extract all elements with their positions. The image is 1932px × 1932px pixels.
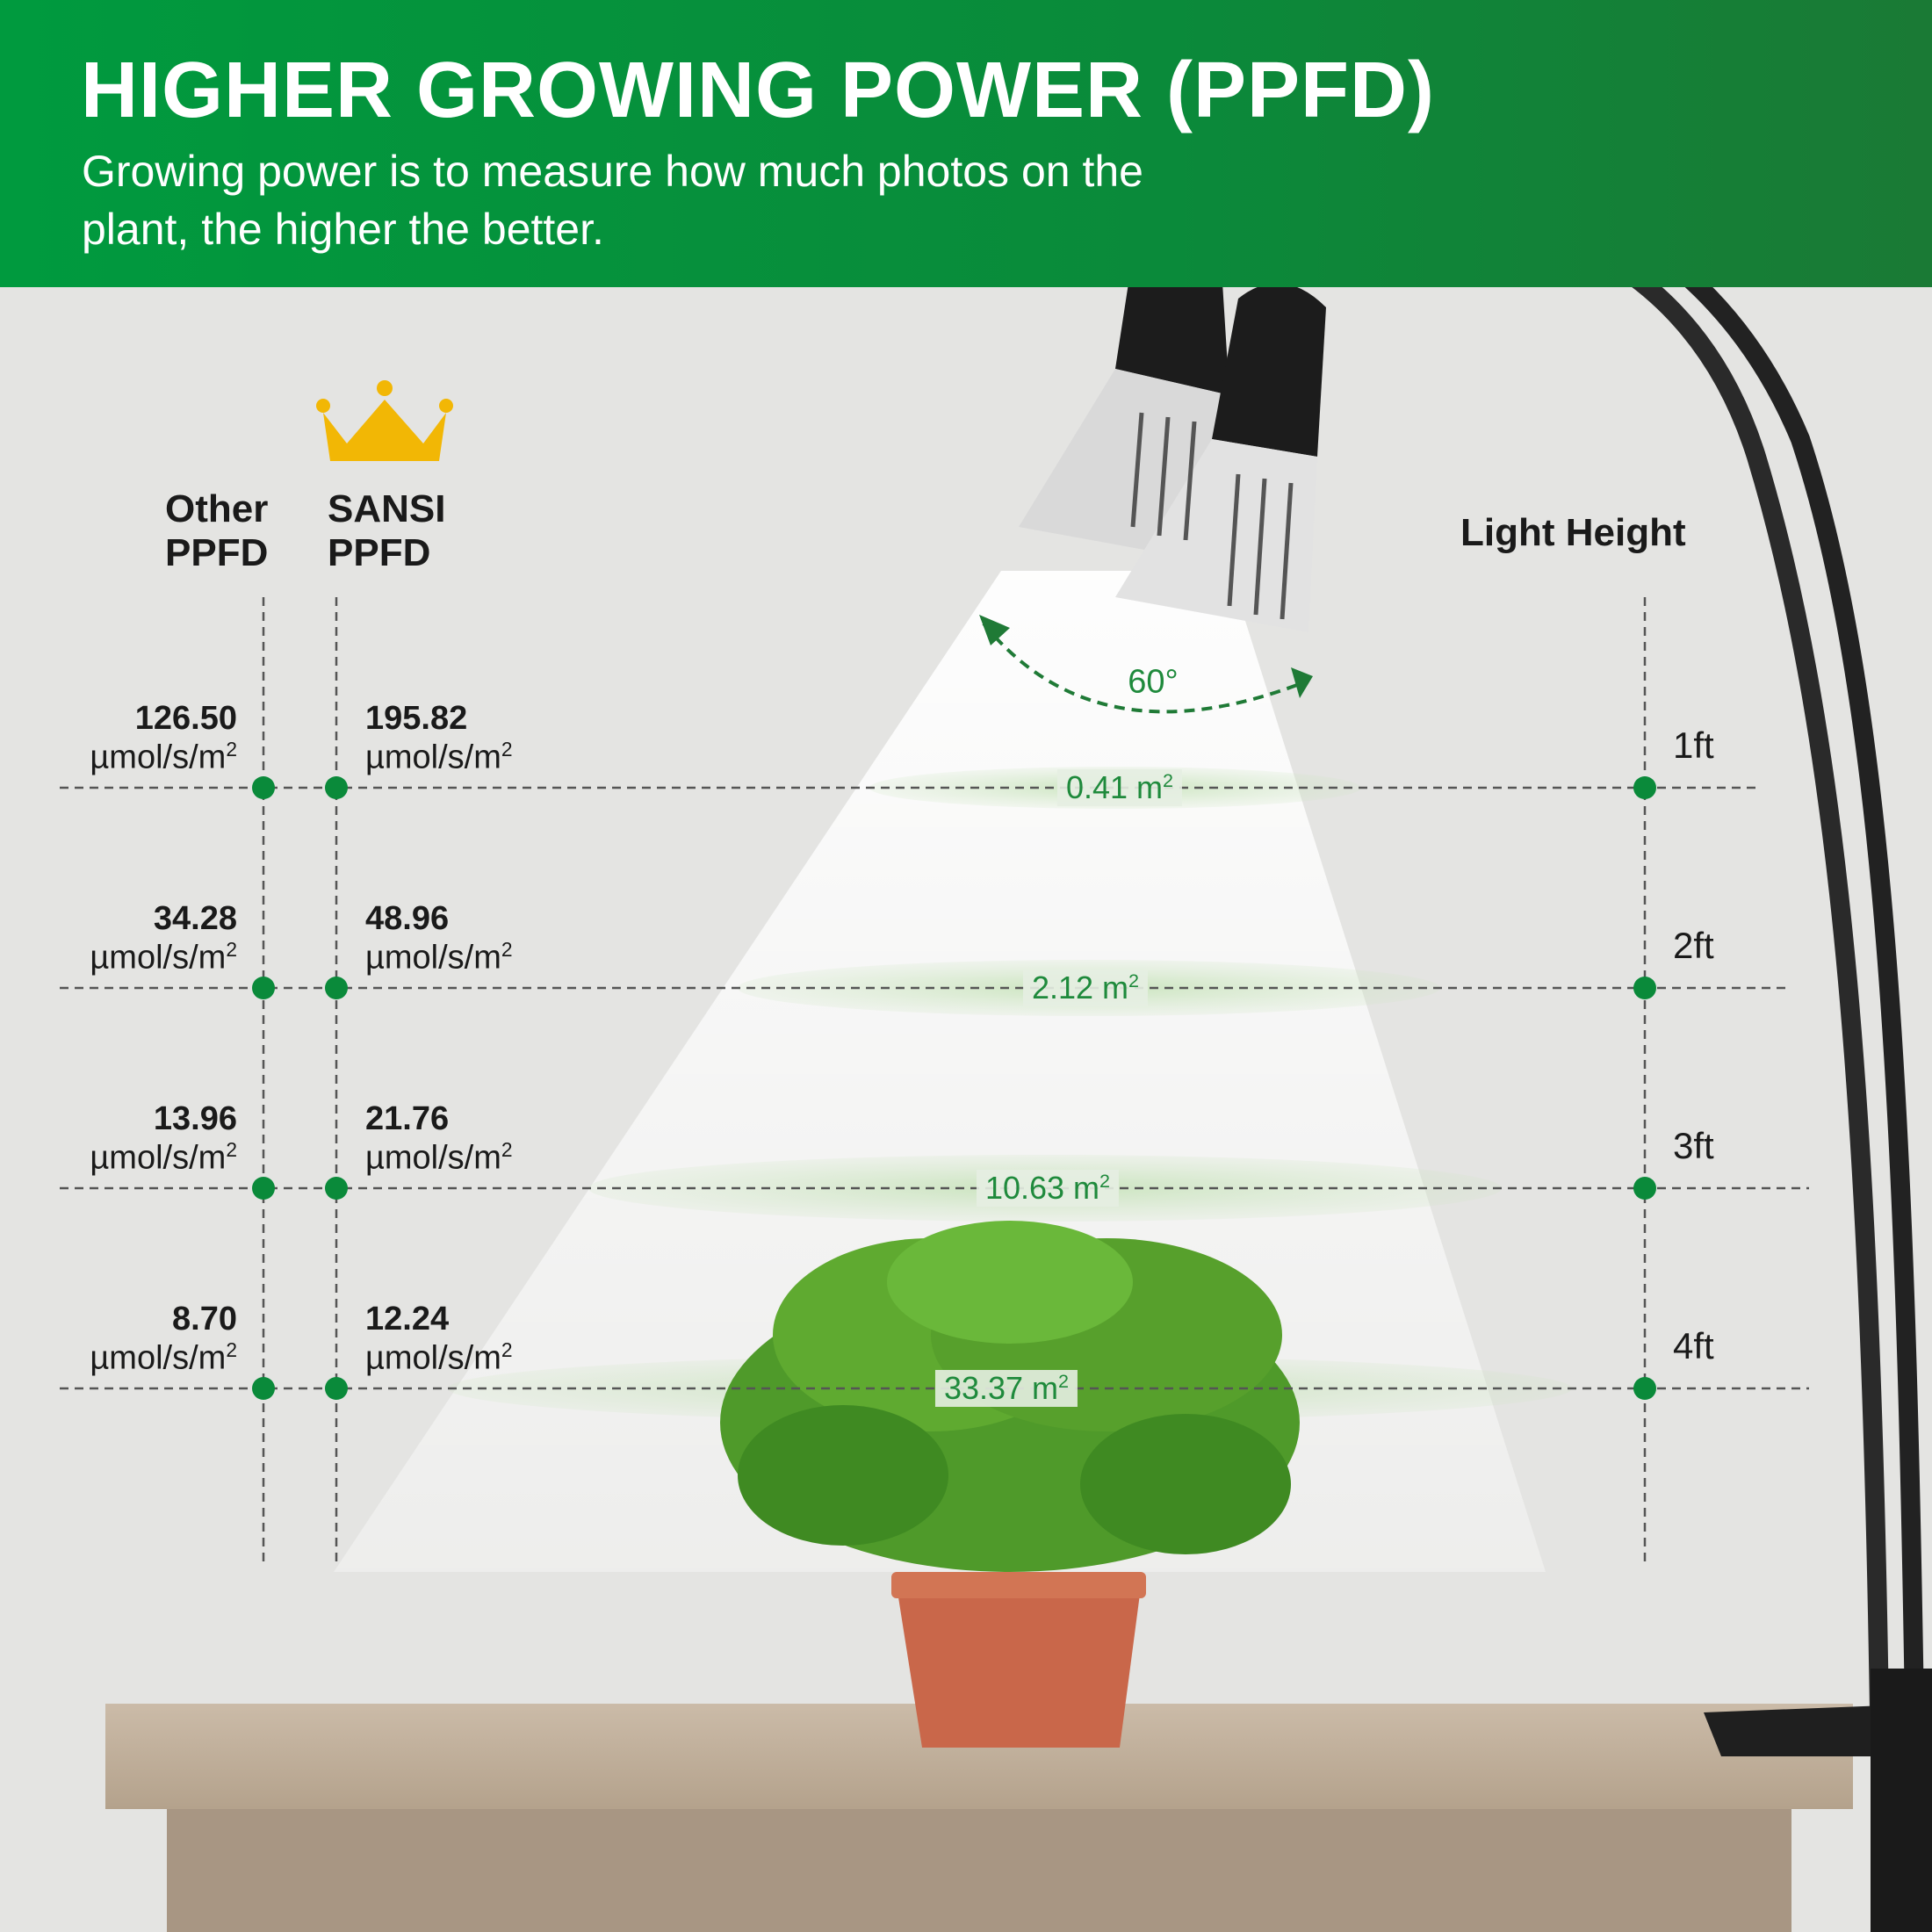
coverage-area-label: 33.37 m2 — [934, 1370, 1078, 1407]
page-title: HIGHER GROWING POWER (PPFD) — [81, 47, 1435, 134]
unit-label: µmol/s/m2 — [365, 738, 513, 776]
height-label: 2ft — [1673, 925, 1714, 966]
unit-label: µmol/s/m2 — [90, 738, 237, 776]
height-label: 3ft — [1673, 1125, 1714, 1166]
unit-label: µmol/s/m2 — [90, 1338, 237, 1377]
sansi-ppfd-value: 12.24 µmol/s/m2 — [365, 1301, 513, 1377]
beam-angle-arc — [982, 622, 1309, 714]
other-ppfd-heading: Other PPFD — [165, 487, 269, 574]
other-ppfd-value: 34.28 µmol/s/m2 — [53, 900, 237, 977]
height-label: 1ft — [1673, 724, 1714, 766]
height-label: 4ft — [1673, 1325, 1714, 1366]
unit-label: µmol/s/m2 — [365, 938, 513, 977]
sansi-ppfd-value: 48.96 µmol/s/m2 — [365, 900, 513, 977]
unit-label: µmol/s/m2 — [365, 1138, 513, 1177]
row-dots — [252, 776, 1656, 1400]
lamp-illustration — [1019, 233, 1326, 632]
unit-label: µmol/s/m2 — [365, 1338, 513, 1377]
header-banner: HIGHER GROWING POWER (PPFD) Growing powe… — [0, 0, 1932, 287]
other-ppfd-value: 126.50 µmol/s/m2 — [53, 700, 237, 777]
unit-label: µmol/s/m2 — [90, 1138, 237, 1177]
light-height-heading: Light Height — [1460, 511, 1686, 554]
coverage-area-label: 10.63 m2 — [976, 1170, 1120, 1207]
coverage-area-label: 2.12 m2 — [1022, 970, 1149, 1006]
other-ppfd-value: 13.96 µmol/s/m2 — [53, 1100, 237, 1178]
other-ppfd-value: 8.70 µmol/s/m2 — [53, 1301, 237, 1378]
sansi-ppfd-value: 195.82 µmol/s/m2 — [365, 700, 513, 776]
crown-icon — [316, 380, 453, 461]
page-subtitle: Growing power is to measure how much pho… — [82, 147, 1143, 254]
coverage-area-label: 0.41 m2 — [1056, 769, 1183, 806]
beam-angle-label: 60° — [1128, 663, 1179, 701]
sansi-ppfd-value: 21.76 µmol/s/m2 — [365, 1100, 513, 1177]
sansi-ppfd-heading: SANSI PPFD — [328, 487, 446, 574]
unit-label: µmol/s/m2 — [90, 938, 237, 977]
